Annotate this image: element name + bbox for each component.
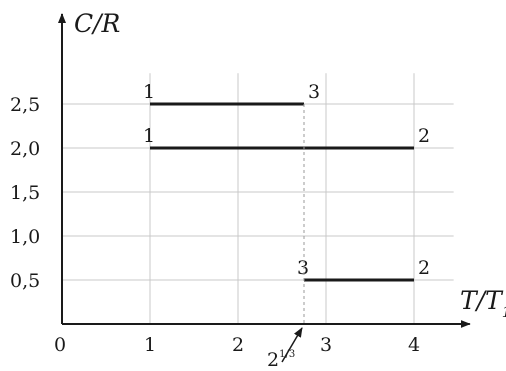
point-label-start: 3 [297,257,309,279]
y-tick-label: 0,5 [10,270,40,292]
point-label-start: 1 [143,125,155,147]
series: 1 3 1 2 3 2 [143,81,430,282]
point-label-end: 2 [418,257,430,279]
axes: T/T1 C/R 0 [54,9,506,356]
x-tick-label: 2 [232,334,244,356]
x-marker: 21/3 [267,104,305,371]
marker-label-superscript: 1/3 [279,349,295,360]
point-label-end: 2 [418,125,430,147]
grid [62,73,454,324]
y-tick-label: 1,5 [10,182,40,204]
x-axis-title-main: T/T [460,286,504,315]
x-axis-title-subscript: 1 [502,303,506,321]
marker-label: 21/3 [267,349,295,371]
x-tick-label: 4 [408,334,420,356]
origin-label: 0 [54,334,66,356]
marker-arrow [281,327,303,363]
point-label-end: 3 [308,81,320,103]
marker-label-main: 2 [267,349,279,371]
x-tick-label: 1 [144,334,156,356]
y-axis-title: C/R [74,9,120,38]
point-label-start: 1 [143,81,155,103]
x-tick-label: 3 [320,334,332,356]
y-tick-label: 2,0 [10,138,40,160]
tick-labels: 1 2 3 4 0,5 1,0 1,5 2,0 2,5 [10,94,420,356]
y-tick-label: 2,5 [10,94,40,116]
x-axis-title: T/T1 [460,286,506,321]
y-tick-label: 1,0 [10,226,40,248]
